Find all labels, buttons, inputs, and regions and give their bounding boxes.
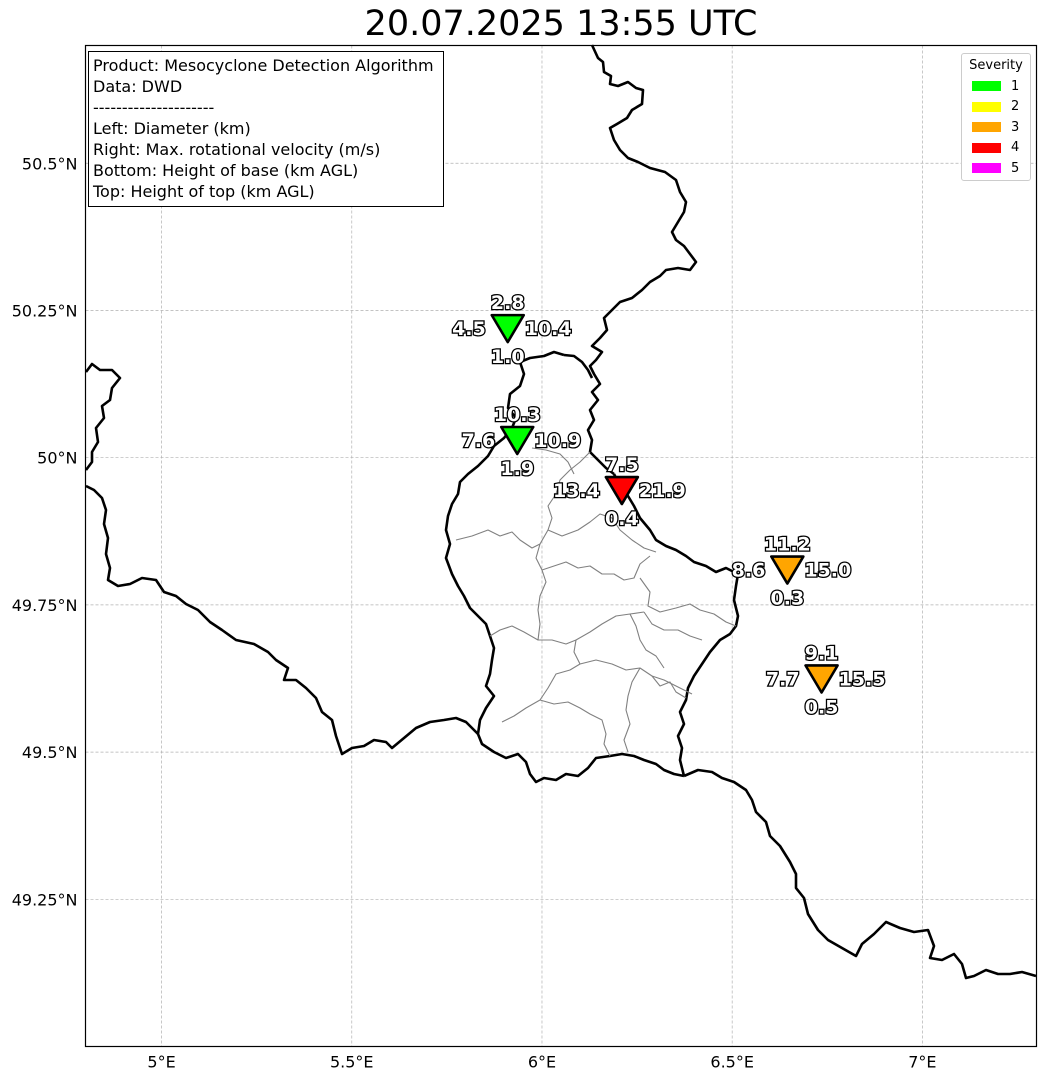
legend-title: Severity	[969, 58, 1023, 73]
lon-tick-label: 5.5°E	[330, 1053, 374, 1072]
info-box: Product: Mesocyclone Detection Algorithm…	[88, 51, 444, 207]
info-line-data: Data: DWD	[93, 77, 183, 96]
base-height-label: 0.4	[605, 508, 639, 530]
lat-tick-label: 50°N	[37, 449, 77, 468]
border-belgium-netherlands	[84, 362, 122, 471]
lat-tick-label: 49.25°N	[12, 890, 78, 909]
map-title: 20.07.2025 13:55 UTC	[364, 4, 758, 44]
canton-border-8	[501, 639, 581, 723]
velocity-label: 10.9	[534, 430, 581, 452]
mesocyclone-marker[interactable]: 9.1 0.57.7 15.5	[765, 641, 887, 720]
canton-borders	[455, 447, 737, 757]
legend-swatch-3	[972, 122, 1001, 133]
velocity-label: 15.0	[804, 560, 851, 582]
canton-border-4	[547, 513, 657, 553]
lon-tick-label: 6°E	[528, 1053, 556, 1072]
diameter-label: 13.4	[553, 480, 600, 502]
mesocyclone-triangle[interactable]	[604, 475, 640, 506]
mesocyclone-triangle[interactable]	[804, 664, 839, 694]
legend-item: 5	[962, 158, 1030, 179]
velocity-label: 10.4	[525, 318, 572, 340]
velocity-label: 15.5	[839, 668, 886, 690]
legend-swatch-1	[972, 81, 1001, 92]
border-luxembourg-belgium	[444, 350, 685, 784]
canton-border-6	[639, 577, 737, 627]
legend-label: 2	[1011, 99, 1020, 115]
diameter-label: 7.6	[462, 430, 496, 452]
border-belgium-france	[85, 484, 479, 756]
lat-tick-label: 49.75°N	[12, 596, 78, 615]
canton-border-7	[489, 611, 645, 645]
base-height-label: 1.9	[500, 458, 534, 480]
base-height-label: 0.5	[805, 696, 839, 718]
legend-label: 3	[1011, 119, 1020, 135]
canton-border-14	[643, 611, 703, 641]
mesocyclone-marker[interactable]: 11.2 0.38.6 15.0	[730, 532, 852, 611]
plot-frame	[84, 44, 1038, 1048]
mesocyclone-marker[interactable]: 10.3 1.97.6 10.9	[460, 403, 582, 482]
lat-tick-label: 50.25°N	[12, 301, 78, 320]
lat-tick-label: 49.5°N	[22, 743, 78, 762]
canton-border-10	[651, 675, 687, 699]
top-height-label: 7.5	[605, 454, 639, 476]
info-line-top: Top: Height of top (km AGL)	[93, 182, 315, 201]
canton-border-1	[455, 451, 591, 549]
border-germany-france	[683, 768, 1037, 980]
velocity-label: 21.9	[639, 480, 686, 502]
mesocyclone-triangle[interactable]	[499, 425, 535, 456]
legend-item: 2	[962, 97, 1030, 118]
lat-tick-label: 50.5°N	[22, 154, 78, 173]
info-line-separator: ---------------------	[93, 98, 215, 117]
legend-swatch-2	[972, 101, 1001, 112]
legend-label: 5	[1011, 160, 1020, 176]
legend-item: 3	[962, 117, 1030, 138]
lon-tick-label: 6.5°E	[710, 1053, 754, 1072]
mesocyclone-markers: 2.8 1.04.5 10.4 10.3 1.97.6 10.9 7.5 0.413.4 21.…	[451, 291, 887, 720]
axis-ticks: 5°E 5.5°E 6°E 6.5°E 7°E 50.5°N 50.25°N 50°N 49.7…	[12, 154, 937, 1071]
canton-border-9	[579, 659, 693, 695]
diameter-label: 7.7	[766, 668, 800, 690]
legend-swatch-5	[972, 163, 1001, 174]
canton-border-3	[535, 543, 547, 641]
grid-lines	[85, 45, 1037, 1047]
info-line-product: Product: Mesocyclone Detection Algorithm	[93, 56, 434, 75]
base-height-label: 1.0	[491, 346, 525, 368]
top-height-label: 2.8	[491, 292, 525, 314]
diameter-label: 4.5	[452, 318, 486, 340]
lon-tick-label: 5°E	[147, 1053, 175, 1072]
border-luxembourg-germany-east	[612, 473, 740, 777]
top-height-label: 11.2	[764, 534, 811, 556]
severity-legend: Severity 1 2 3 4 5	[961, 53, 1031, 181]
border-belgium-germany-north	[586, 44, 698, 476]
mesocyclone-triangle[interactable]	[770, 555, 805, 585]
canton-border-12	[629, 613, 665, 669]
info-line-right: Right: Max. rotational velocity (m/s)	[93, 140, 381, 159]
legend-label: 4	[1011, 140, 1020, 156]
mesocyclone-marker[interactable]: 7.5 0.413.4 21.9	[552, 453, 687, 532]
canton-border-13	[623, 667, 641, 753]
mesocyclone-marker[interactable]: 2.8 1.04.5 10.4	[451, 291, 573, 370]
top-height-label: 9.1	[805, 642, 839, 664]
canton-border-5	[541, 555, 651, 581]
diameter-label: 8.6	[732, 560, 766, 582]
border-belgium-germany-west-segment	[563, 353, 594, 379]
info-line-left: Left: Diameter (km)	[93, 119, 251, 138]
base-height-label: 0.3	[771, 588, 805, 610]
legend-label: 1	[1011, 78, 1020, 94]
legend-swatch-4	[972, 142, 1001, 153]
lon-tick-label: 7°E	[908, 1053, 936, 1072]
canton-border-2	[531, 447, 575, 475]
mesocyclone-triangle[interactable]	[490, 313, 526, 344]
top-height-label: 10.3	[494, 404, 541, 426]
canton-border-11	[539, 699, 611, 757]
info-line-bottom: Bottom: Height of base (km AGL)	[93, 161, 359, 180]
legend-item: 4	[962, 138, 1030, 159]
legend-item: 1	[962, 76, 1030, 97]
